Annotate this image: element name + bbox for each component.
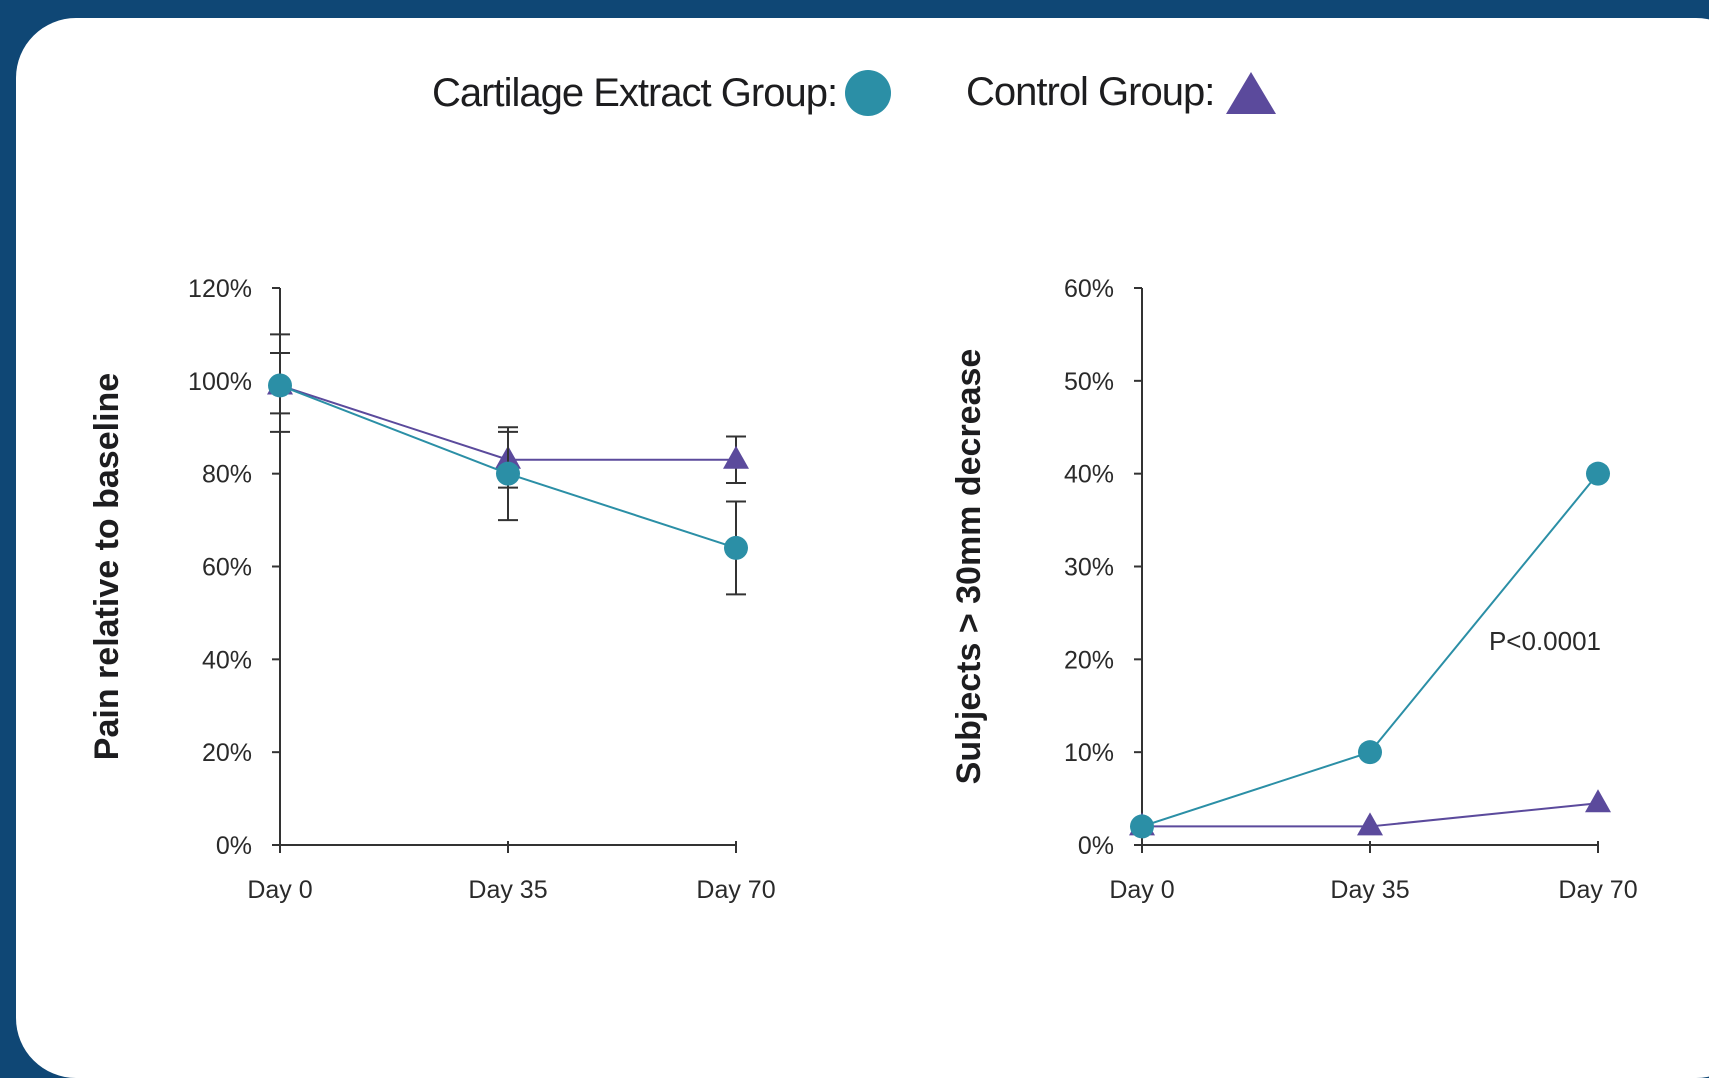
- y-axis-title: Pain relative to baseline: [88, 373, 126, 760]
- y-tick-label: 60%: [1064, 275, 1114, 303]
- legend-label-cartilage: Cartilage Extract Group:: [432, 70, 838, 115]
- circle-marker-icon: [845, 70, 892, 116]
- y-tick-label: 100%: [188, 368, 252, 396]
- data-point-cartilage: [1586, 461, 1610, 486]
- y-tick-label: 80%: [202, 461, 252, 489]
- y-tick-label: 40%: [1064, 461, 1114, 489]
- chart-2: 0% 10% 20% 30% 40% 50% 60% Day 0 Day 35 Day 70 Sub…: [950, 275, 1638, 904]
- p-value-annotation: P<0.0001: [1489, 626, 1601, 656]
- charts-svg: 0% 20% 40% 60% 80% 100% 120% Day 0 Day 35 Day 70 P…: [88, 275, 1638, 904]
- x-tick-label: Day 35: [1330, 876, 1409, 904]
- data-point-control: [1585, 789, 1611, 813]
- y-tick-label: 0%: [216, 832, 252, 860]
- y-tick-label: 50%: [1064, 368, 1114, 396]
- chart-1: 0% 20% 40% 60% 80% 100% 120% Day 0 Day 35 Day 70 P…: [88, 275, 776, 904]
- y-tick-label: 10%: [1064, 739, 1114, 767]
- x-tick-label: Day 70: [1558, 876, 1637, 904]
- x-tick-label: Day 70: [696, 876, 775, 904]
- data-point-control: [723, 445, 749, 469]
- legend: Cartilage Extract Group: Control Group:: [0, 70, 1709, 130]
- data-point-cartilage: [1358, 740, 1382, 765]
- legend-item-cartilage: Cartilage Extract Group:: [432, 70, 892, 116]
- y-tick-label: 20%: [202, 739, 252, 767]
- y-tick-label: 60%: [202, 554, 252, 582]
- y-tick-label: 0%: [1078, 832, 1114, 860]
- data-point-cartilage: [1130, 814, 1154, 839]
- y-tick-label: 40%: [202, 646, 252, 674]
- triangle-marker-icon: [1226, 71, 1277, 114]
- x-tick-label: Day 0: [247, 876, 312, 904]
- data-point-cartilage: [496, 461, 520, 486]
- y-tick-label: 20%: [1064, 646, 1114, 674]
- y-tick-label: 30%: [1064, 554, 1114, 582]
- data-point-control: [1357, 812, 1383, 836]
- legend-label-control: Control Group:: [966, 70, 1215, 114]
- x-tick-label: Day 35: [468, 876, 547, 904]
- chart-card: [16, 18, 1709, 1078]
- y-axis-title: Subjects > 30mm decrease: [950, 349, 988, 785]
- x-tick-label: Day 0: [1109, 876, 1174, 904]
- data-point-cartilage: [724, 535, 748, 560]
- data-point-cartilage: [268, 373, 292, 398]
- y-tick-label: 120%: [188, 275, 252, 303]
- legend-item-control: Control Group:: [966, 70, 1277, 115]
